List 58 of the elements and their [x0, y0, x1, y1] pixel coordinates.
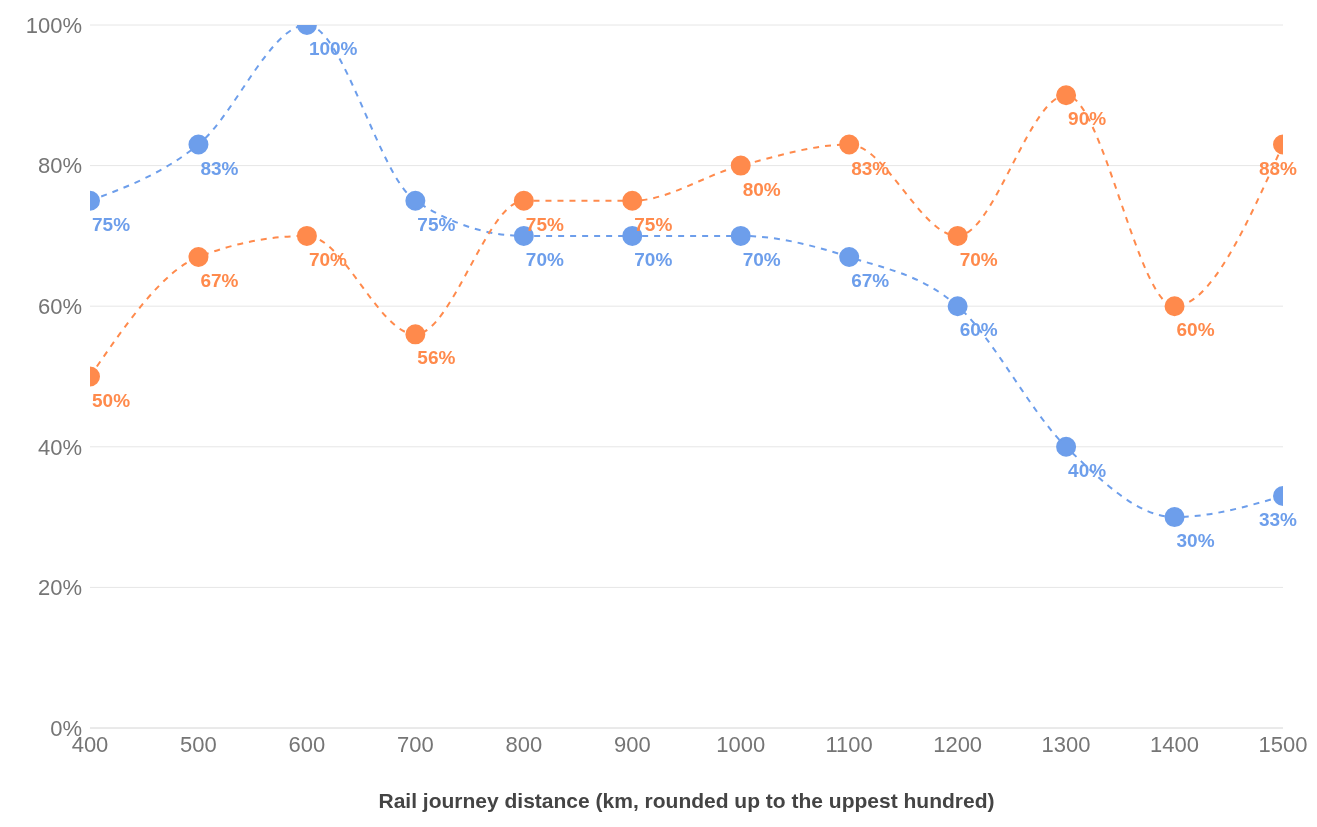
data-label: 80%: [742, 178, 781, 200]
y-tick-label: 40%: [37, 434, 82, 460]
x-tick-label: 1500: [1258, 731, 1308, 757]
data-label: 30%: [1176, 530, 1215, 552]
data-label: 33%: [1258, 509, 1298, 531]
data-label: 67%: [851, 269, 890, 291]
x-tick-label: 1000: [716, 731, 766, 757]
x-tick-label: 1200: [933, 731, 983, 757]
point: [1164, 507, 1185, 528]
point: [296, 225, 317, 246]
data-label: 70%: [634, 248, 673, 270]
data-label: 40%: [1068, 459, 1107, 481]
data-label: 60%: [959, 319, 998, 341]
point: [730, 225, 751, 246]
data-label: 75%: [92, 213, 131, 235]
point: [405, 190, 426, 211]
data-label: 70%: [742, 248, 781, 270]
data-label: 70%: [525, 248, 564, 270]
data-label: 83%: [200, 157, 239, 179]
data-label: 75%: [417, 213, 456, 235]
point: [513, 190, 534, 211]
x-tick-label: 500: [180, 731, 217, 757]
x-tick-label: 1300: [1041, 731, 1091, 757]
data-label: 70%: [308, 248, 348, 270]
data-label: 67%: [200, 269, 239, 291]
x-tick-label: 700: [397, 731, 434, 757]
y-tick-label: 80%: [37, 153, 82, 179]
data-label: 70%: [959, 248, 998, 270]
data-label: 50%: [92, 389, 131, 411]
point: [1164, 296, 1185, 317]
point: [622, 190, 643, 211]
x-tick-label: 900: [613, 731, 651, 757]
point: [1056, 436, 1077, 457]
point: [1056, 85, 1077, 106]
x-tick-label: 600: [288, 731, 326, 757]
data-label: 75%: [634, 213, 673, 235]
data-label: 56%: [417, 347, 456, 369]
point: [188, 134, 209, 155]
x-tick-label: 1400: [1150, 731, 1200, 757]
point: [188, 246, 209, 267]
y-tick-label: 20%: [37, 575, 82, 601]
data-label: 100%: [308, 38, 358, 59]
point: [947, 225, 968, 246]
point: [405, 324, 426, 345]
data-label: 83%: [1258, 157, 1298, 179]
x-tick-label: 1100: [825, 731, 873, 757]
data-label: 90%: [1068, 108, 1107, 130]
data-label: 60%: [1176, 319, 1215, 341]
data-label: 83%: [851, 157, 890, 179]
x-axis-title: Rail journey distance (km, rounded up to the uppest hundred): [378, 789, 995, 812]
point: [839, 246, 860, 267]
x-tick-label: 800: [505, 731, 543, 757]
point: [947, 296, 968, 317]
point: [730, 155, 751, 176]
y-tick-label: 100%: [25, 12, 82, 38]
data-label: 75%: [525, 213, 564, 235]
point: [839, 134, 860, 155]
y-tick-label: 60%: [37, 294, 82, 320]
